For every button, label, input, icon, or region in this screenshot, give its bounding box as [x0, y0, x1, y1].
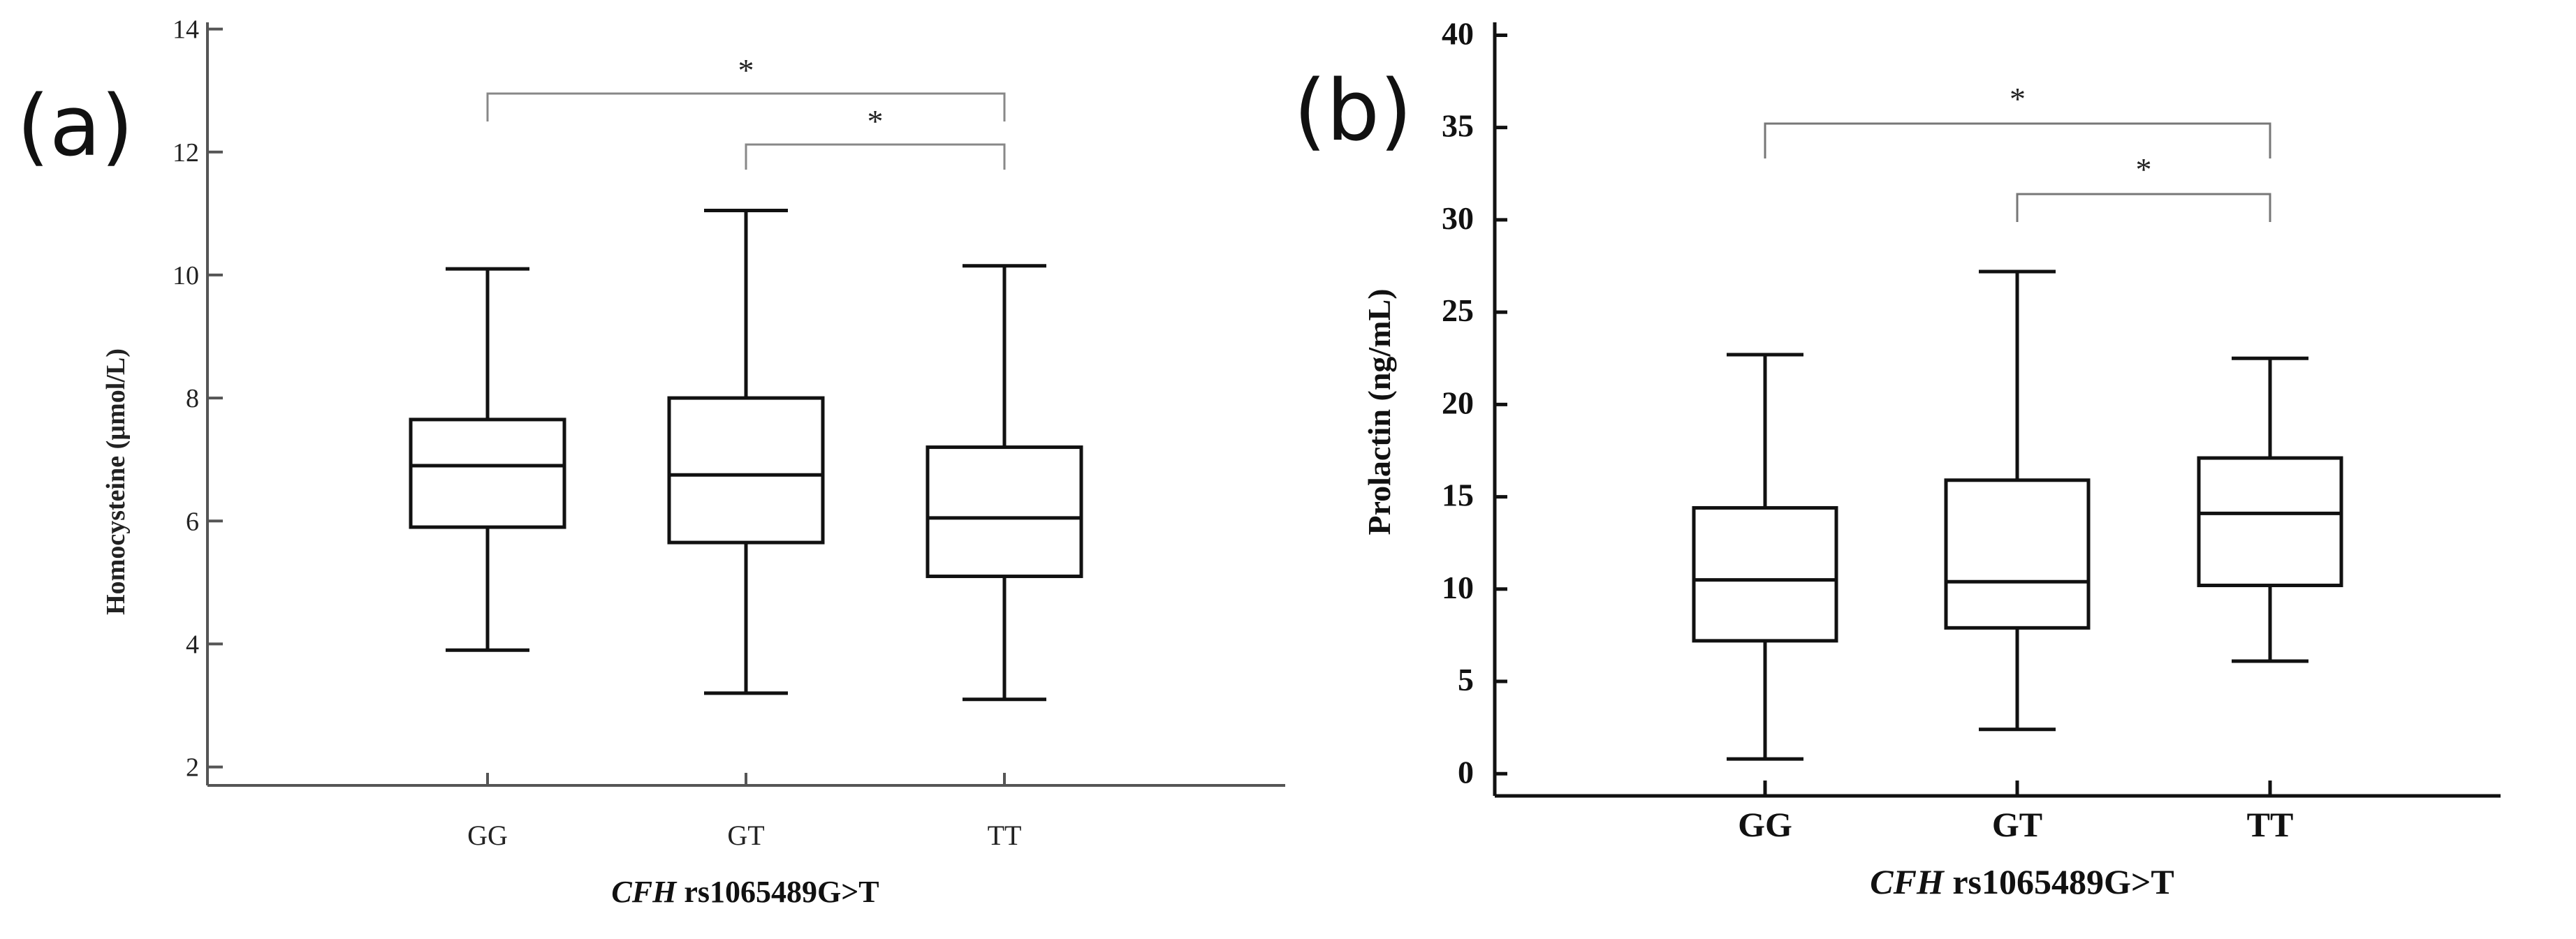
- panel-b-tick-labels: 0 5 10 15 20 25 30 35 40 GG GT TT: [1442, 15, 2293, 844]
- y-tick-label: 10: [1442, 570, 1474, 605]
- panel-a-x-axis-label-gene: CFH: [611, 875, 678, 909]
- box-gg: [1692, 353, 1838, 761]
- bracket-gg-tt: *: [1764, 81, 2271, 158]
- box-gg: [409, 267, 566, 652]
- y-tick-label: 20: [1442, 385, 1474, 420]
- iqr-box: [1944, 478, 2091, 630]
- bracket-gt-tt: *: [2016, 151, 2271, 222]
- x-tick-label: TT: [988, 820, 1022, 851]
- y-tick-label: 15: [1442, 478, 1474, 513]
- y-tick-label: 40: [1442, 15, 1474, 51]
- panel-a-x-axis-label: CFH rs1065489G>T: [611, 875, 879, 909]
- x-tick-label: GT: [1992, 805, 2042, 844]
- x-tick-label: TT: [2247, 805, 2294, 844]
- bracket-line: [2016, 193, 2271, 222]
- panel-a-axes: [206, 22, 1285, 787]
- panel-b-significance-brackets: **: [1764, 81, 2271, 222]
- y-tick-label: 8: [186, 384, 199, 413]
- significance-star: *: [2010, 81, 2026, 117]
- panel-b-x-axis-label: CFH rs1065489G>T: [1870, 862, 2174, 901]
- iqr-box: [1692, 505, 1838, 643]
- x-tick-label: GG: [1738, 805, 1792, 844]
- panel-b-letter: (b): [1294, 63, 1412, 160]
- y-tick-label: 12: [173, 138, 199, 168]
- panel-b-boxes: [1692, 269, 2343, 761]
- significance-star: *: [2136, 151, 2152, 187]
- iqr-box: [925, 445, 1083, 579]
- box-gt: [667, 208, 825, 695]
- significance-star: *: [738, 52, 754, 88]
- y-tick-label: 14: [173, 15, 199, 45]
- box-tt: [2197, 356, 2343, 663]
- box-tt: [925, 264, 1083, 702]
- bracket-gg-tt: *: [486, 52, 1006, 121]
- panel-a-letter: (a): [17, 78, 133, 175]
- bracket-gt-tt: *: [745, 103, 1006, 170]
- y-tick-label: 25: [1442, 293, 1474, 328]
- panel-b: (b) Prolactin (ng/mL) CFH rs1065489G>T *…: [1294, 15, 2501, 901]
- panel-a-x-axis-label-variant: rs1065489G>T: [676, 875, 879, 909]
- panel-b-y-axis-label: Prolactin (ng/mL): [1361, 288, 1397, 535]
- y-tick-label: 5: [1458, 662, 1474, 697]
- bracket-line: [1764, 122, 2271, 158]
- bracket-line: [745, 143, 1006, 170]
- y-tick-label: 4: [186, 630, 199, 659]
- panel-b-x-axis-label-variant: rs1065489G>T: [1944, 862, 2174, 901]
- y-tick-label: 35: [1442, 108, 1474, 144]
- panel-a-y-axis-label: Homocysteine (µmol/L): [101, 348, 131, 615]
- bracket-line: [486, 92, 1006, 121]
- y-tick-label: 2: [186, 753, 199, 783]
- x-tick-label: GT: [727, 820, 764, 851]
- iqr-box: [2197, 456, 2343, 588]
- panel-b-axes: [1493, 22, 2501, 798]
- iqr-box: [667, 396, 825, 545]
- panel-a-boxes: [409, 208, 1083, 702]
- y-tick-label: 0: [1458, 754, 1474, 790]
- y-tick-label: 30: [1442, 200, 1474, 236]
- panel-a-significance-brackets: **: [486, 52, 1006, 170]
- y-tick-label: 10: [173, 261, 199, 290]
- panel-a: (a) Homocysteine (µmol/L) CFH rs1065489G…: [17, 15, 1285, 909]
- box-gt: [1944, 269, 2091, 732]
- x-tick-label: GG: [467, 820, 508, 851]
- panel-b-x-axis-label-gene: CFH: [1870, 862, 1945, 901]
- panel-a-tick-labels: 2 4 6 8 10 12 14 GG GT TT: [173, 15, 1021, 851]
- significance-star: *: [868, 103, 884, 139]
- iqr-box: [409, 417, 566, 529]
- y-tick-label: 6: [186, 507, 199, 536]
